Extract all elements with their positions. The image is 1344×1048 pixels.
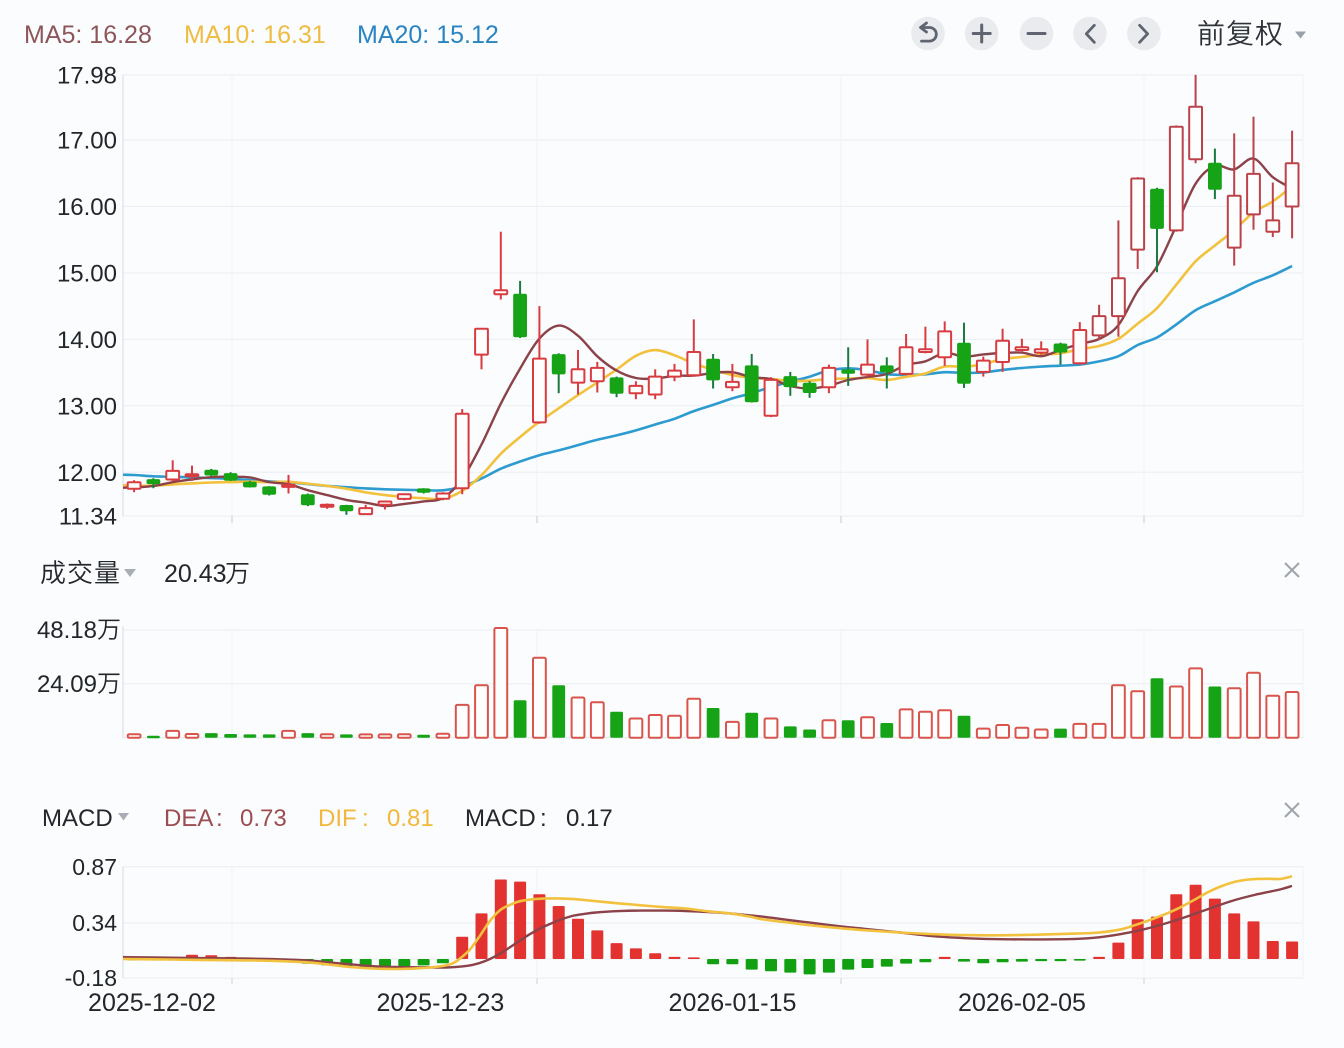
svg-text:0.87: 0.87 [72,854,117,880]
svg-text:15.00: 15.00 [57,260,117,287]
svg-text:2025-12-02: 2025-12-02 [88,989,216,1017]
svg-text::: : [540,805,547,832]
svg-text::: : [362,805,369,832]
svg-text:16.00: 16.00 [57,194,117,221]
svg-text:2026-02-05: 2026-02-05 [958,989,1086,1017]
svg-text:48.18: 48.18 [37,617,97,644]
svg-text:0.81: 0.81 [387,805,434,832]
svg-text:MA20: 15.12: MA20: 15.12 [357,21,499,49]
svg-text:11.34: 11.34 [59,504,117,531]
svg-text:0.73: 0.73 [240,805,287,832]
svg-text:-0.18: -0.18 [65,965,117,991]
svg-text:MA5: 16.28: MA5: 16.28 [24,21,152,49]
svg-text:DEA: DEA [164,805,213,832]
svg-text::: : [216,805,223,832]
svg-text:20.43: 20.43 [164,560,227,588]
svg-text:17.00: 17.00 [57,128,117,155]
svg-text:MA10: 16.31: MA10: 16.31 [184,21,326,49]
svg-text:2026-01-15: 2026-01-15 [669,989,797,1017]
svg-text:2025-12-23: 2025-12-23 [376,989,504,1017]
svg-text:0.17: 0.17 [566,805,613,832]
svg-text:24.09: 24.09 [37,671,97,698]
svg-text:17.98: 17.98 [57,62,117,89]
svg-text:13.00: 13.00 [57,393,117,420]
svg-text:12.00: 12.00 [57,460,117,487]
svg-text:DIF: DIF [318,805,357,832]
svg-text:MACD: MACD [465,805,536,832]
svg-text:MACD: MACD [42,805,113,832]
svg-text:0.34: 0.34 [72,910,117,936]
svg-text:14.00: 14.00 [57,327,117,354]
